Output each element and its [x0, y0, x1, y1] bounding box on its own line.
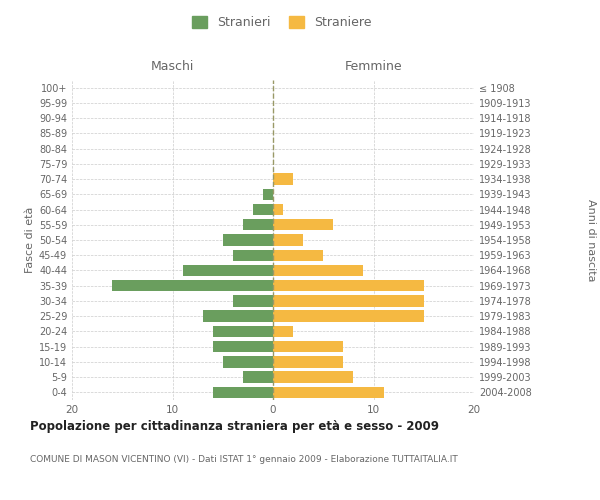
Bar — [233, 295, 273, 306]
Bar — [223, 356, 273, 368]
Text: Femmine: Femmine — [344, 60, 403, 72]
Bar — [273, 280, 424, 291]
Bar — [273, 310, 424, 322]
Bar — [273, 250, 323, 261]
Bar — [212, 341, 273, 352]
Bar — [273, 356, 343, 368]
Legend: Stranieri, Straniere: Stranieri, Straniere — [187, 11, 377, 34]
Bar — [273, 174, 293, 185]
Bar — [273, 295, 424, 306]
Bar — [273, 219, 334, 230]
Bar — [273, 341, 343, 352]
Text: Anni di nascita: Anni di nascita — [586, 198, 596, 281]
Bar — [273, 386, 383, 398]
Text: COMUNE DI MASON VICENTINO (VI) - Dati ISTAT 1° gennaio 2009 - Elaborazione TUTTA: COMUNE DI MASON VICENTINO (VI) - Dati IS… — [30, 455, 458, 464]
Bar — [273, 326, 293, 337]
Bar — [253, 204, 273, 215]
Bar — [273, 234, 303, 246]
Bar — [212, 386, 273, 398]
Y-axis label: Fasce di età: Fasce di età — [25, 207, 35, 273]
Bar — [203, 310, 273, 322]
Bar — [112, 280, 273, 291]
Bar — [273, 265, 364, 276]
Bar — [212, 326, 273, 337]
Text: Maschi: Maschi — [151, 60, 194, 72]
Bar — [182, 265, 273, 276]
Bar — [233, 250, 273, 261]
Bar — [263, 188, 273, 200]
Bar — [273, 372, 353, 383]
Bar — [223, 234, 273, 246]
Text: Popolazione per cittadinanza straniera per età e sesso - 2009: Popolazione per cittadinanza straniera p… — [30, 420, 439, 433]
Bar — [243, 219, 273, 230]
Bar — [273, 204, 283, 215]
Bar — [243, 372, 273, 383]
